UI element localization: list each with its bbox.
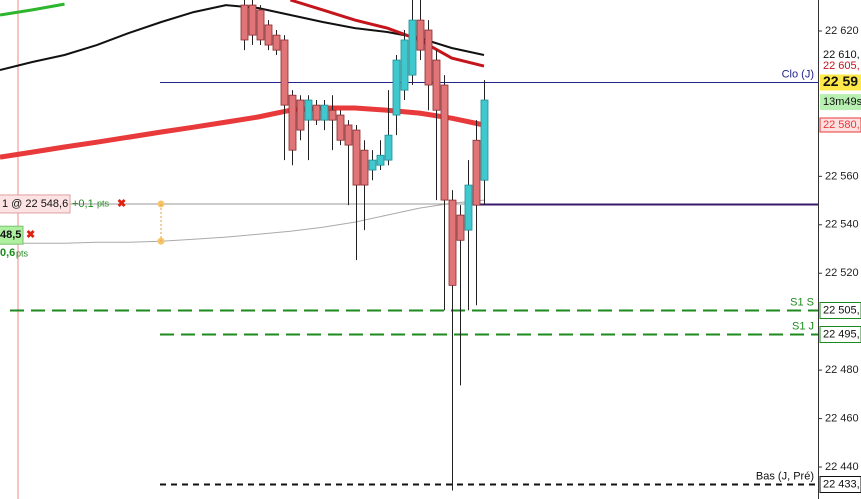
order-cancel: ✖	[26, 229, 35, 241]
candle-body	[472, 139, 481, 206]
ma-label: 22 610,	[823, 49, 860, 61]
candle-body	[480, 99, 489, 181]
ma-label-box	[820, 59, 861, 74]
candle-body	[424, 29, 433, 86]
candle-body	[320, 104, 329, 121]
level-label: 22 433,	[823, 478, 860, 490]
y-tick-label: 22 480	[825, 364, 859, 376]
order-cancel: ✖	[117, 198, 126, 210]
candle-body	[352, 129, 361, 186]
level-name: S1 S	[790, 296, 814, 308]
level-label-box	[820, 74, 861, 91]
candle-body	[296, 99, 305, 131]
candle-body	[400, 39, 409, 91]
candle-body	[256, 9, 265, 41]
level-name: S1 J	[792, 320, 814, 332]
level-label: 22 495,	[823, 328, 860, 340]
moving-average	[0, 199, 485, 244]
countdown: 13m49s	[823, 96, 861, 108]
candle-body	[416, 19, 425, 51]
level-label-box	[819, 476, 861, 493]
candle-body	[376, 154, 385, 166]
countdown-box	[820, 94, 861, 111]
candle-body	[344, 124, 353, 146]
candle-body	[464, 184, 473, 231]
candle-body	[384, 134, 393, 161]
candle-body	[360, 149, 369, 186]
level-label-box	[819, 302, 861, 319]
ma-label-box	[820, 47, 861, 62]
order-box	[0, 225, 24, 245]
ma-label: 22 605,	[823, 60, 860, 72]
candle-body	[304, 99, 313, 121]
moving-average	[0, 2, 65, 17]
y-tick-label: 22 620	[825, 25, 859, 37]
candle-body	[392, 59, 401, 116]
level-name: Bas (J, Pré)	[756, 470, 814, 482]
order-text: 1 @ 22 548,6	[2, 198, 68, 210]
order-text: 48,5	[0, 229, 21, 241]
candle-body	[456, 214, 465, 241]
candle-body	[336, 114, 345, 141]
candle-body	[440, 84, 449, 201]
order-pnl: +0,1	[72, 198, 94, 210]
candle-body	[432, 59, 441, 111]
candle-body	[312, 104, 321, 121]
ma-label: 22 580,	[823, 119, 860, 131]
level-label: 22 59	[823, 73, 858, 89]
level-label-box	[819, 326, 861, 343]
level-name: Clo (J)	[782, 68, 814, 80]
order-box	[0, 194, 71, 214]
order-unit: pts	[16, 249, 29, 259]
candle-body	[272, 34, 281, 51]
candle-body	[288, 94, 297, 151]
order-pnl: 0,6	[0, 247, 15, 259]
y-tick-label: 22 520	[825, 267, 859, 279]
moving-average	[289, 0, 485, 68]
y-tick-label: 22 560	[825, 170, 859, 182]
candle-body	[368, 159, 377, 171]
candle-body	[264, 24, 273, 46]
level-label: 22 505,	[823, 304, 860, 316]
candle-body	[408, 19, 417, 76]
candle-body	[328, 109, 337, 121]
candle-body	[240, 4, 249, 41]
candle-body	[448, 199, 457, 286]
y-tick-label: 22 540	[825, 219, 859, 231]
order-unit: pts	[97, 198, 110, 208]
y-tick-label: 22 460	[825, 412, 859, 424]
candle-body	[280, 39, 289, 106]
moving-average	[0, 105, 485, 160]
y-tick-label: 22 440	[825, 461, 859, 473]
ma-label-box	[819, 117, 861, 133]
candle-body	[248, 4, 257, 36]
